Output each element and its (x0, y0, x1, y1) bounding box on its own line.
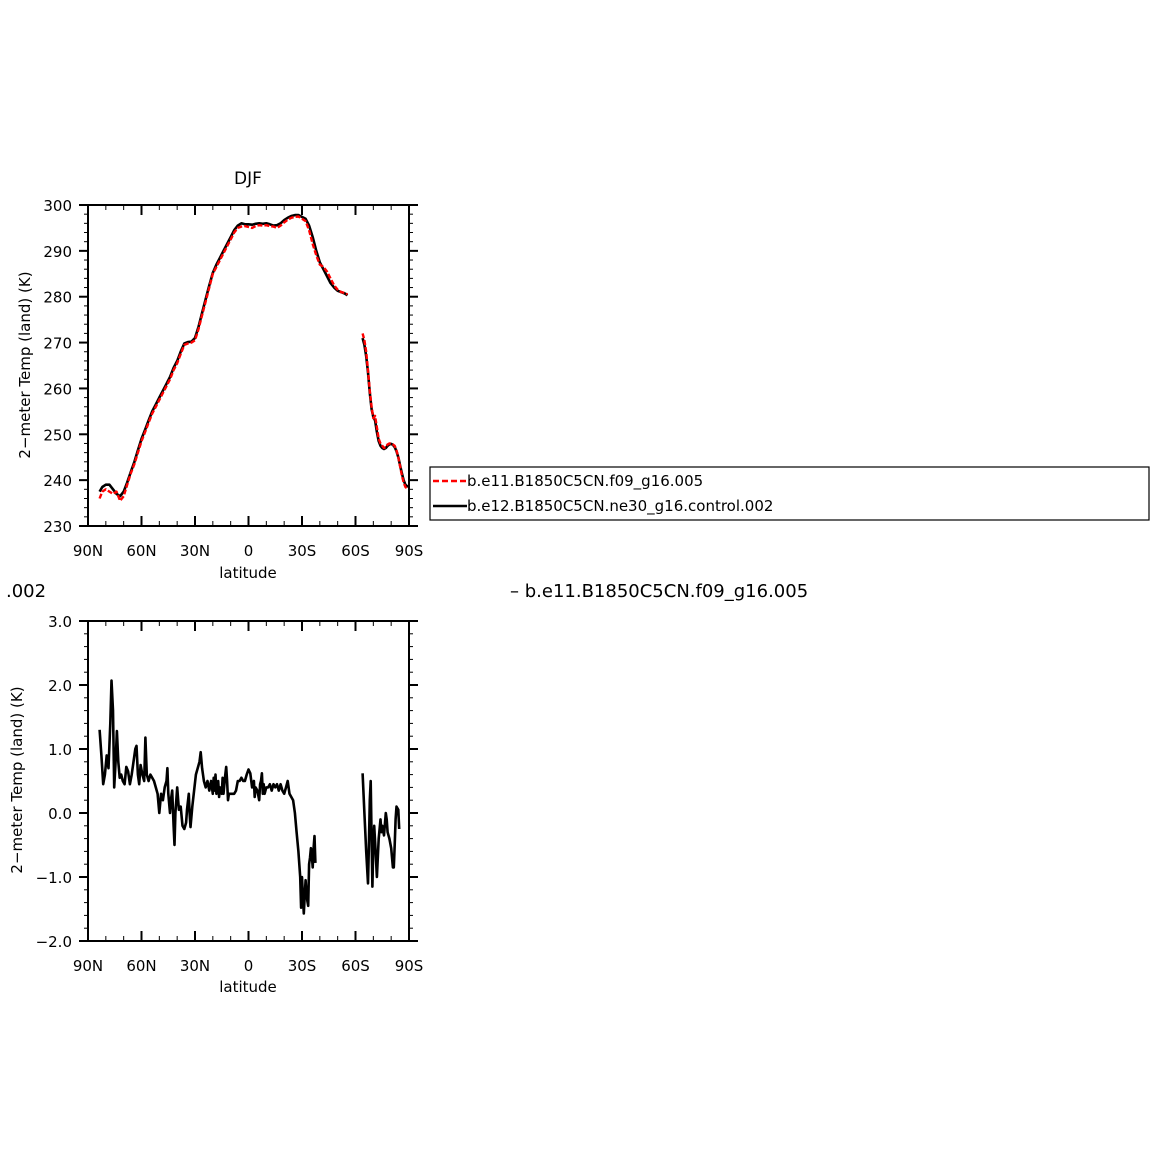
bottom-y-tick-label: 1.0 (48, 741, 72, 759)
bottom-x-tick-label: 30N (180, 957, 210, 975)
top-y-tick-label: 230 (43, 518, 72, 536)
bottom-y-tick-label: −2.0 (36, 933, 72, 951)
bottom-x-axis-label: latitude (219, 978, 277, 996)
bottom-series-line-black-segment-1 (361, 773, 401, 888)
top-series-line-red-dashed-segment-1 (361, 333, 409, 491)
top-series-line-black-segment-1 (361, 337, 409, 488)
top-y-tick-label: 300 (43, 197, 72, 215)
top-y-tick-label: 240 (43, 472, 72, 490)
top-y-tick-label: 260 (43, 380, 72, 398)
top-y-tick-label: 290 (43, 243, 72, 261)
top-x-tick-label: 90S (395, 542, 424, 560)
top-x-tick-label: 30N (180, 542, 210, 560)
left-title-fragment: .002 (6, 581, 46, 602)
top-x-tick-label: 90N (73, 542, 103, 560)
bottom-y-tick-label: 0.0 (48, 805, 72, 823)
top-x-tick-label: 0 (244, 542, 254, 560)
top-series-line-red-dashed-segment-0 (98, 215, 349, 502)
top-y-tick-label: 250 (43, 426, 72, 444)
top-x-tick-label: 60S (341, 542, 370, 560)
top-x-tick-label: 60N (126, 542, 156, 560)
bottom-y-axis-label: 2−meter Temp (land) (K) (8, 686, 26, 873)
top-y-axis-label: 2−meter Temp (land) (K) (16, 271, 34, 458)
bottom-x-tick-label: 30S (288, 957, 317, 975)
legend-box (429, 466, 1150, 521)
bottom-x-tick-label: 90N (73, 957, 103, 975)
top-x-tick-label: 30S (288, 542, 317, 560)
legend: b.e11.B1850C5CN.f09_g16.005 b.e12.B1850C… (429, 466, 1150, 521)
bottom-y-tick-label: 2.0 (48, 677, 72, 695)
top-chart-title: DJF (234, 169, 262, 189)
bottom-x-tick-label: 60S (341, 957, 370, 975)
top-y-tick-label: 280 (43, 289, 72, 307)
top-plot-area: 90N 60N 30N 0 30S 60S 90S 230 240 250 260 270 280 290… (43, 197, 423, 560)
top-panel: DJF 90N 60N 30N 0 30S 60S 90S 230 240 250 260 270 28… (16, 169, 423, 582)
bottom-x-tick-label: 0 (244, 957, 254, 975)
diff-panel-title: – b.e11.B1850C5CN.f09_g16.005 (510, 581, 808, 602)
legend-label-f09: b.e11.B1850C5CN.f09_g16.005 (467, 472, 703, 491)
bottom-plot-frame (87, 620, 410, 942)
top-x-axis-label: latitude (219, 564, 277, 582)
legend-label-ne30: b.e12.B1850C5CN.ne30_g16.control.002 (467, 497, 773, 516)
bottom-y-tick-label: −1.0 (36, 869, 72, 887)
bottom-panel: 90N 60N 30N 0 30S 60S 90S−2.0−1.00.01.02.03.0 … (8, 613, 423, 996)
bottom-plot-area: 90N 60N 30N 0 30S 60S 90S −2.0 −1.0 0.0 1.0 2.0 3.0 (36, 613, 424, 975)
bottom-series-line-black-segment-0 (98, 679, 317, 915)
top-y-tick-label: 270 (43, 335, 72, 353)
bottom-x-tick-label: 90S (395, 957, 424, 975)
bottom-x-tick-label: 60N (126, 957, 156, 975)
top-plot-frame (87, 204, 410, 527)
bottom-y-tick-label: 3.0 (48, 613, 72, 631)
